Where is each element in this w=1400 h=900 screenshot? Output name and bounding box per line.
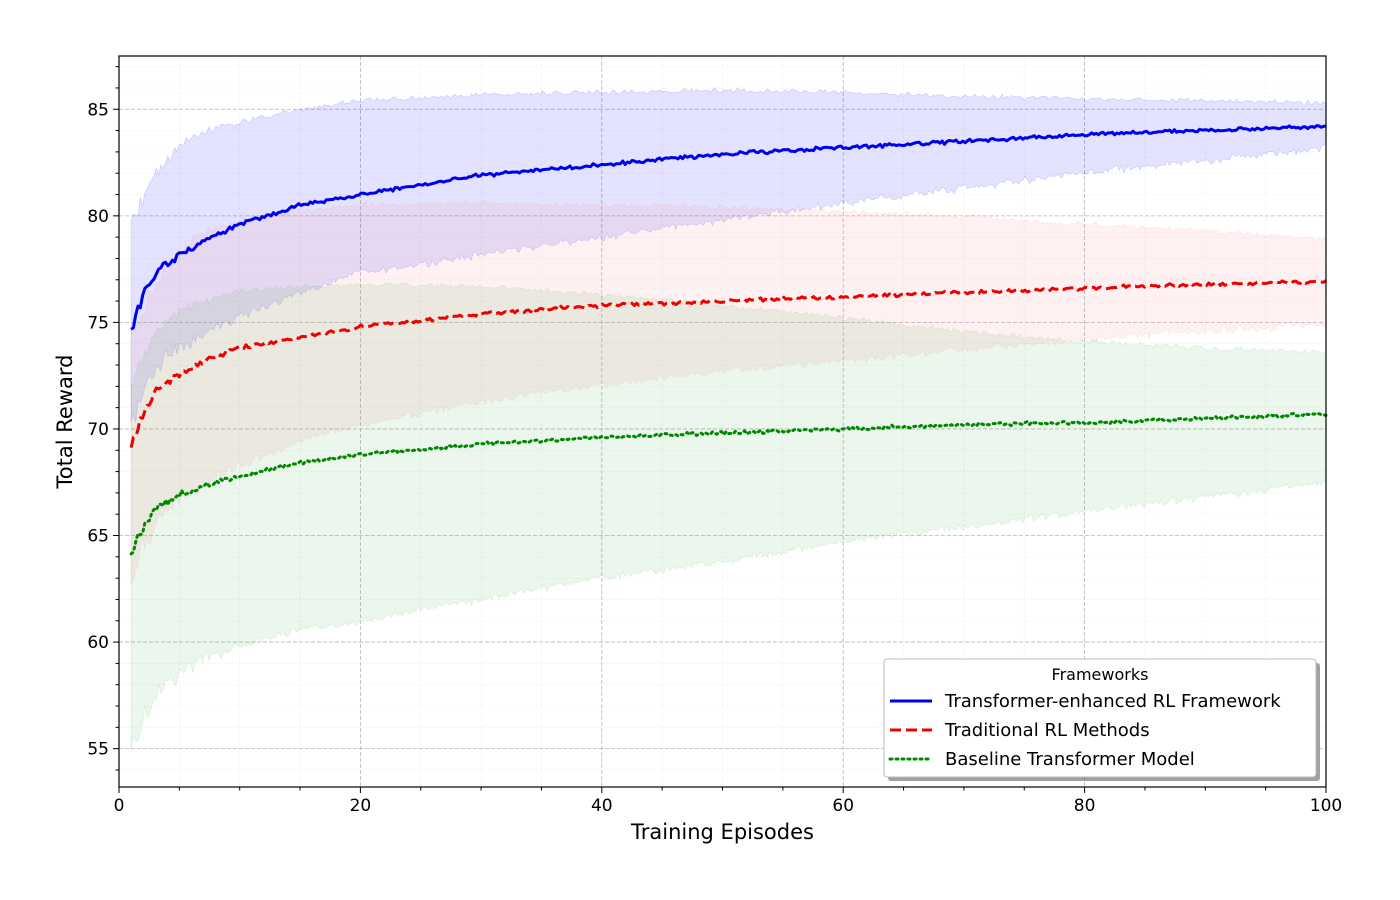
x-tick-label: 20 — [350, 796, 372, 816]
y-tick-label: 85 — [87, 100, 109, 120]
y-axis-label: Total Reward — [53, 355, 77, 490]
series-line-3 — [129, 411, 1328, 556]
x-tick-label: 60 — [832, 796, 854, 816]
legend: Frameworks Transformer-enhanced RL Frame… — [883, 658, 1320, 781]
y-tick-label: 60 — [87, 633, 109, 653]
y-tick-label: 75 — [87, 313, 109, 333]
y-tick-label: 65 — [87, 527, 109, 547]
x-tick-label: 80 — [1074, 796, 1096, 816]
x-tick-label: 40 — [591, 796, 613, 816]
legend-label-3: Baseline Transformer Model — [945, 749, 1195, 770]
y-tick-label: 70 — [87, 420, 109, 440]
x-tick-label: 0 — [114, 796, 125, 816]
legend-title: Frameworks — [1052, 665, 1149, 684]
y-tick-label: 80 — [87, 207, 109, 227]
series-line-1 — [130, 124, 1327, 331]
x-axis-label: Training Episodes — [630, 820, 814, 844]
legend-entries: Transformer-enhanced RL Framework Traditi… — [888, 691, 1281, 770]
y-axis-ticks: 55 60 65 70 75 80 85 — [87, 66, 119, 771]
legend-label-1: Transformer-enhanced RL Framework — [944, 691, 1281, 712]
series-lines — [129, 124, 1328, 556]
y-tick-label: 55 — [87, 740, 109, 760]
x-axis-ticks: 0 20 40 60 80 100 — [114, 787, 1342, 816]
confidence-bands — [130, 87, 1327, 752]
x-tick-label: 100 — [1310, 796, 1342, 816]
legend-box — [883, 658, 1317, 778]
legend-label-2: Traditional RL Methods — [944, 720, 1150, 741]
series-line-2 — [129, 279, 1327, 449]
